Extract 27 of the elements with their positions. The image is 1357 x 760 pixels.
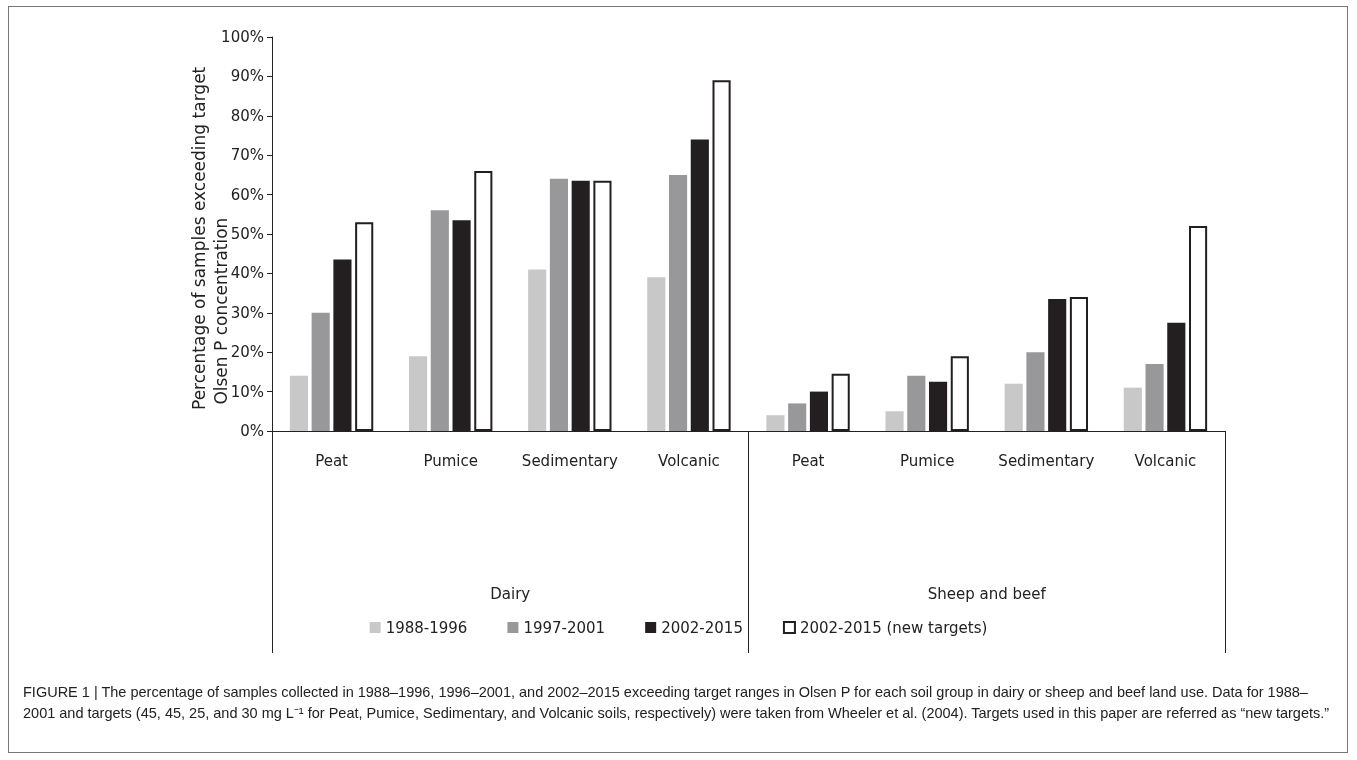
- x-tick-label: Volcanic: [1134, 451, 1197, 470]
- legend-label: 1988-1996: [385, 618, 468, 637]
- y-tick-label: 90%: [230, 67, 264, 86]
- x-tick-label: Sedimentary: [521, 451, 618, 470]
- x-tick-label: Pumice: [899, 451, 955, 470]
- y-tick-label: 70%: [230, 146, 264, 165]
- x-tick-label: Peat: [791, 451, 825, 470]
- caption: FIGURE 1 | The percentage of samples collected in 1988–1996, 1996–2001, and 2002–2015 exceeding target ranges in Olsen P for each soil group in dairy or sheep and beef land use. Data for 1988–2001 and targets (45, 45, 25, and 30 mg L⁻¹ for Peat, Pumice, Sedimentary, and Volcanic soils, respectively) were taken from Wheeler et al. (2004). Targets used in this paper are referred as “new targets.”: [8, 672, 1348, 753]
- y-tick-label: 100%: [221, 28, 264, 46]
- y-tick-label: 60%: [230, 185, 264, 204]
- y-tick-label: 10%: [230, 382, 264, 401]
- y-tick-label: 40%: [230, 264, 264, 283]
- legend-label: 2002-2015: [661, 618, 743, 637]
- x-tick-label: Volcanic: [658, 451, 720, 470]
- y-tick-label: 0%: [240, 422, 264, 440]
- y-tick-label: 30%: [230, 303, 264, 322]
- y-tick-label: 20%: [230, 343, 264, 362]
- legend-label: 2002-2015 (new targets): [799, 618, 988, 637]
- y-tick-label: 80%: [230, 106, 264, 125]
- x-tick-label: Pumice: [423, 451, 478, 470]
- legend-label: 1997-2001: [523, 618, 606, 637]
- text: Dairy: [490, 584, 531, 603]
- y-tick-label: 50%: [230, 225, 264, 243]
- text: Sheep and beef: [927, 584, 1047, 603]
- y-axis-title: Percentage of samples exceeding target Olsen P concentration: [189, 66, 231, 410]
- x-tick-label: Sedimentary: [998, 451, 1095, 470]
- x-tick-label: Peat: [315, 451, 349, 470]
